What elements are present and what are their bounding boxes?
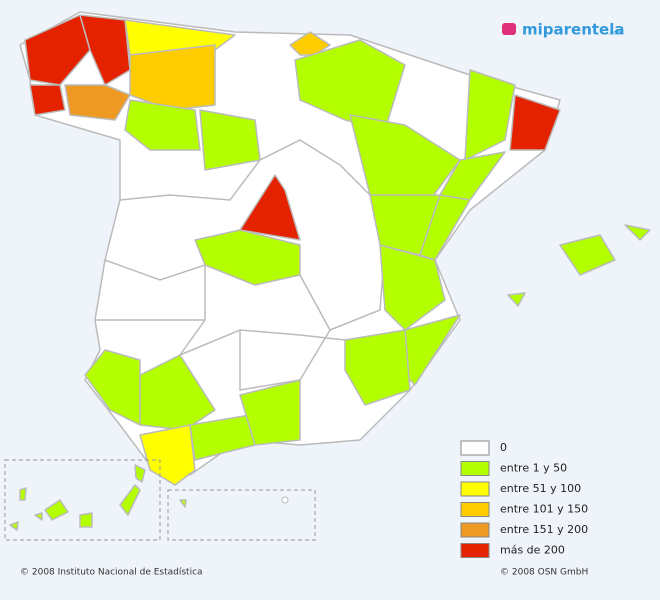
legend-swatch (460, 543, 490, 558)
legend: 0 entre 1 y 50 entre 51 y 100 entre 101 y 1… (460, 440, 588, 558)
legend-label: entre 151 y 200 (500, 523, 588, 536)
legend-label: entre 1 y 50 (500, 462, 567, 475)
legend-swatch (460, 440, 490, 456)
legend-swatch (460, 461, 490, 476)
footer-left: © 2008 Instituto Nacional de Estadística (20, 568, 203, 578)
legend-swatch (460, 502, 490, 517)
legend-label: entre 51 y 100 (500, 482, 581, 495)
legend-label: entre 101 y 150 (500, 503, 588, 516)
logo-suffix: .com (608, 30, 623, 37)
legend-label: 0 (500, 441, 507, 454)
peninsula (19, 11, 561, 486)
footer-right: © 2008 OSN GmbH (500, 568, 588, 578)
legend-swatch (460, 481, 490, 497)
balearic-islands (507, 224, 651, 307)
legend-swatch (460, 522, 490, 538)
legend-label: más de 200 (500, 544, 565, 557)
logo: miparentela (522, 21, 625, 39)
logo-icon (502, 23, 516, 35)
canary-islands (4, 459, 316, 541)
